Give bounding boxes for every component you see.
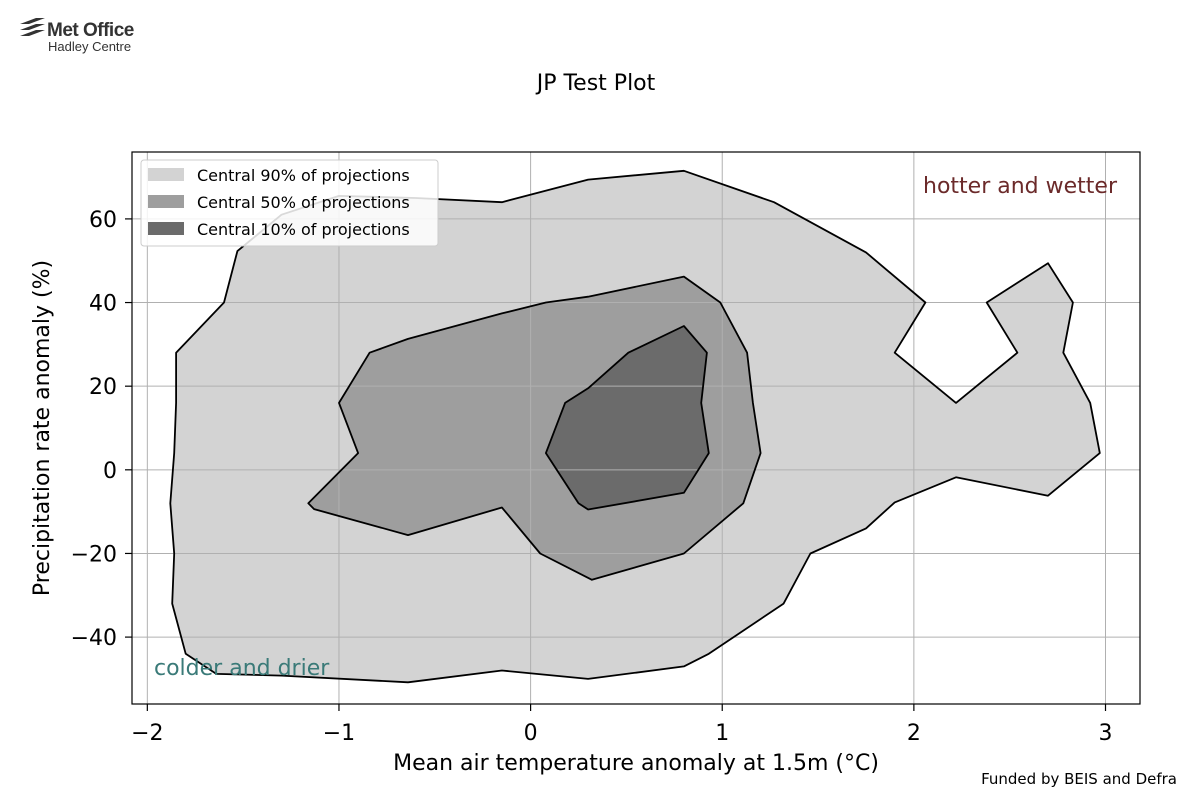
plot-areas: [170, 170, 1100, 683]
contour-line-series-2: [545, 325, 710, 511]
legend-label-90: Central 90% of projections: [197, 166, 410, 185]
legend: Central 90% of projections Central 50% o…: [140, 159, 439, 247]
legend-swatch-90: [148, 168, 184, 181]
y-tick-label: 40: [89, 292, 117, 317]
x-tick-label: −2: [131, 721, 163, 746]
x-tick-label: −1: [323, 721, 355, 746]
y-tick-label: 60: [89, 208, 117, 233]
y-tick-label: −40: [71, 626, 117, 651]
x-tick-label: 3: [1099, 721, 1113, 746]
legend-box: [140, 159, 439, 247]
legend-swatch-50: [148, 195, 184, 208]
annotation-colder-drier: colder and drier: [154, 656, 330, 681]
met-office-logo: Met Office Hadley Centre: [20, 18, 134, 54]
y-tick-label: −20: [71, 542, 117, 567]
y-tick-label: 0: [103, 459, 117, 484]
area-series-2: [545, 326, 709, 510]
logo-line1: Met Office: [47, 20, 134, 41]
chart-title: JP Test Plot: [535, 71, 656, 96]
plot-frame: [131, 151, 1141, 705]
contour-line-series-1: [307, 275, 762, 581]
x-axis-label: Mean air temperature anomaly at 1.5m (°C…: [393, 751, 879, 776]
legend-label-10: Central 10% of projections: [197, 220, 410, 239]
x-tick-label: 1: [715, 721, 729, 746]
y-axis-ticks: −40 −20 0 20 40 60: [71, 208, 132, 651]
logo-wave-icon: [20, 18, 45, 36]
contour-line-series-0: [169, 169, 1101, 684]
funding-note: Funded by BEIS and Defra: [981, 770, 1177, 788]
y-tick-label: 20: [89, 375, 117, 400]
x-tick-label: 2: [907, 721, 921, 746]
legend-label-50: Central 50% of projections: [197, 193, 410, 212]
logo-line2: Hadley Centre: [48, 39, 131, 54]
legend-swatch-10: [148, 222, 184, 235]
annotation-hotter-wetter: hotter and wetter: [923, 174, 1118, 199]
contour-outlines: [169, 169, 1101, 684]
x-axis-ticks: −2 −1 0 1 2 3: [131, 704, 1113, 746]
y-axis-label: Precipitation rate anomaly (%): [30, 260, 55, 596]
x-tick-label: 0: [524, 721, 538, 746]
